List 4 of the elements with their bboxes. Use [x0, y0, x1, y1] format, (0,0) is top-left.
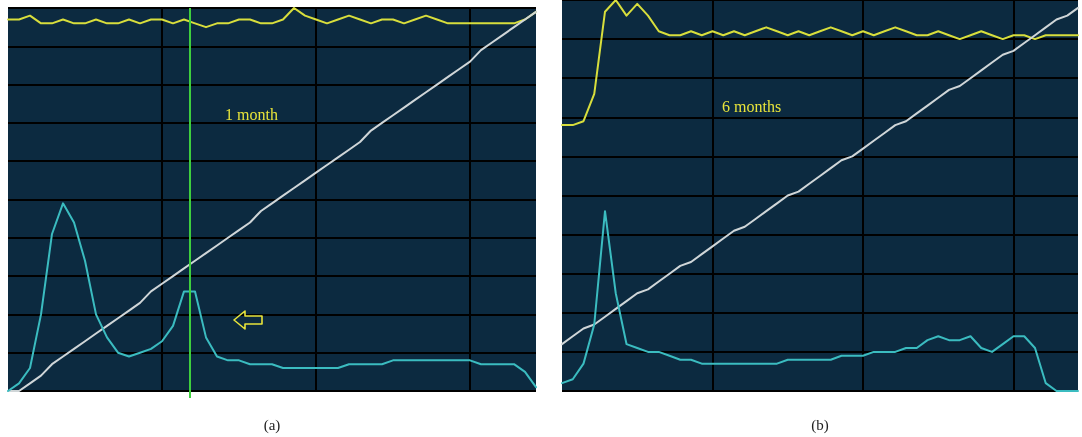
annotation: 6 months: [722, 97, 782, 115]
x-axis-title: (b): [811, 416, 829, 434]
x-axis-title: (a): [263, 416, 281, 434]
annotation: 1 month: [225, 105, 278, 123]
